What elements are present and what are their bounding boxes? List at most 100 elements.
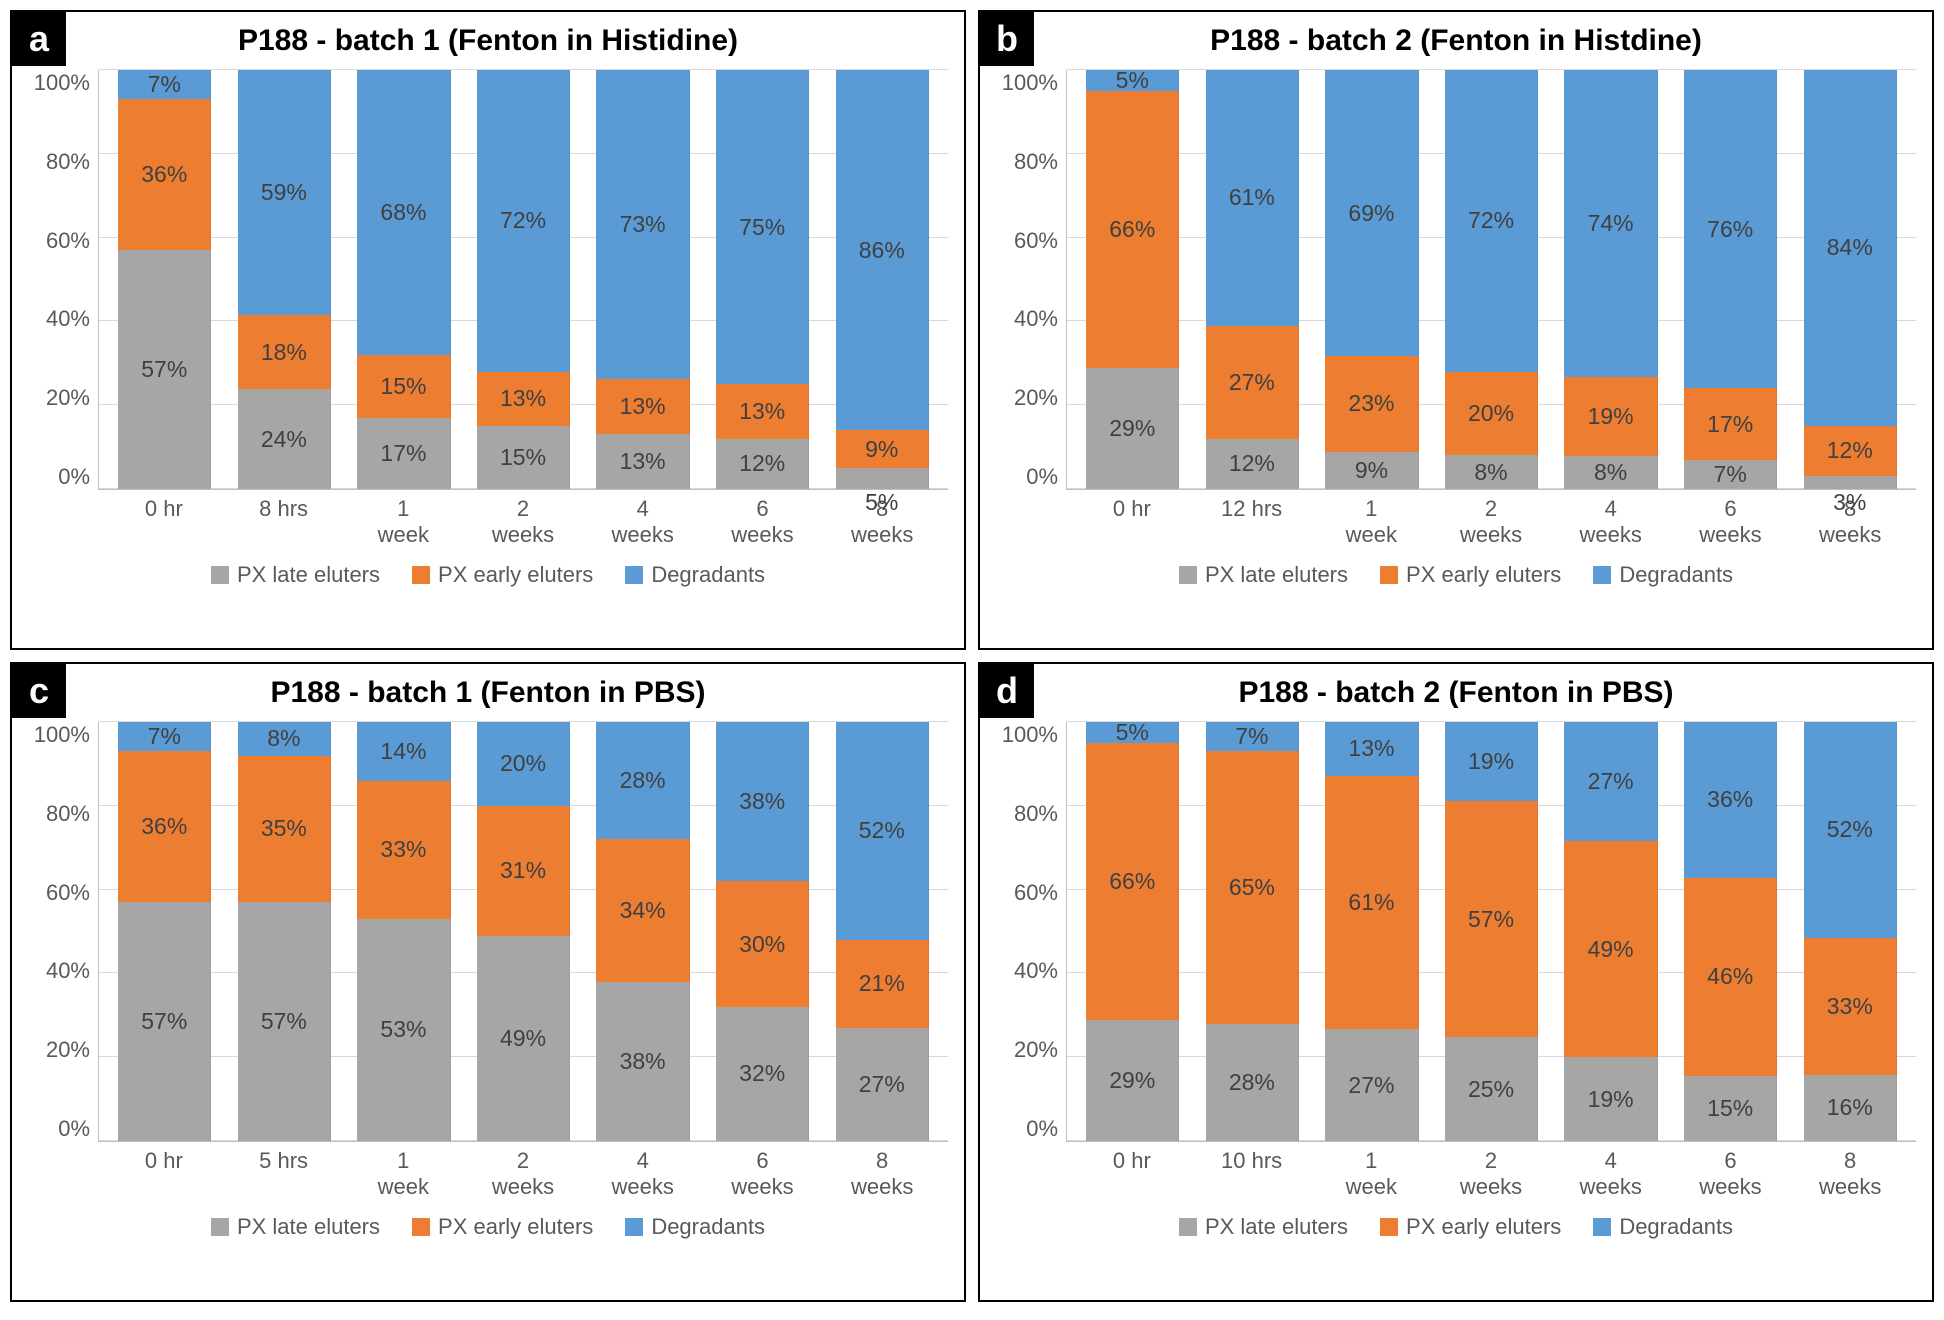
x-tick-label: 1week (1311, 496, 1431, 552)
x-tick-label: 8 hrs (224, 496, 344, 552)
segment-late: 57% (118, 902, 211, 1141)
legend-label: PX early eluters (438, 562, 593, 588)
stacked-bar: 29%66%5% (1086, 70, 1179, 489)
legend-item-degradants: Degradants (1593, 1214, 1733, 1240)
y-tick-label: 20% (1014, 1037, 1058, 1063)
panel-b: bP188 - batch 2 (Fenton in Histdine)100%… (978, 10, 1934, 650)
stacked-bar: 3%12%84% (1804, 70, 1897, 489)
segment-late: 12% (716, 439, 809, 489)
x-axis: 0 hr8 hrs1week2weeks4weeks6weeks8weeks (98, 490, 948, 552)
stacked-bar: 8%20%72% (1445, 70, 1538, 489)
y-tick-label: 80% (46, 801, 90, 827)
x-tick-label: 4weeks (583, 1148, 703, 1204)
segment-degradants: 59% (238, 70, 331, 315)
legend-label: PX early eluters (1406, 1214, 1561, 1240)
x-axis: 0 hr12 hrs1week2weeks4weeks6weeks8weeks (1066, 490, 1916, 552)
segment-late: 28% (1206, 1024, 1299, 1141)
chart-area: 100%80%60%40%20%0%29%66%5%28%65%7%27%61%… (996, 722, 1916, 1142)
legend-item-degradants: Degradants (1593, 562, 1733, 588)
x-tick-label: 2weeks (1431, 496, 1551, 552)
segment-late: 57% (238, 902, 331, 1141)
segment-degradants: 75% (716, 70, 809, 384)
bars-container: 29%66%5%12%27%61%9%23%69%8%20%72%8%19%74… (1067, 70, 1916, 489)
legend: PX late elutersPX early elutersDegradant… (28, 1214, 948, 1240)
bar-column: 27%61%13% (1312, 722, 1432, 1141)
y-tick-label: 0% (1026, 464, 1058, 490)
segment-degradants: 7% (118, 722, 211, 751)
y-tick-label: 80% (1014, 801, 1058, 827)
panel-letter: c (12, 664, 66, 718)
segment-degradants: 7% (118, 70, 211, 99)
bars-container: 29%66%5%28%65%7%27%61%13%25%57%19%19%49%… (1067, 722, 1916, 1141)
segment-early: 31% (477, 806, 570, 936)
bar-column: 15%46%36% (1671, 722, 1791, 1141)
segment-late: 29% (1086, 1020, 1179, 1142)
legend-swatch (1179, 566, 1197, 584)
bar-column: 57%36%7% (105, 722, 225, 1141)
y-tick-label: 80% (46, 149, 90, 175)
x-tick-label: 0 hr (104, 496, 224, 552)
x-tick-label: 4weeks (1551, 496, 1671, 552)
segment-late: 29% (1086, 368, 1179, 490)
segment-early: 17% (1684, 388, 1777, 459)
y-tick-label: 80% (1014, 149, 1058, 175)
segment-degradants: 20% (477, 722, 570, 806)
legend-item-degradants: Degradants (625, 562, 765, 588)
segment-late: 27% (1325, 1029, 1418, 1141)
bar-column: 5%9%86% (822, 70, 942, 489)
stacked-bar: 28%65%7% (1206, 722, 1299, 1141)
panel-title: P188 - batch 2 (Fenton in Histdine) (996, 24, 1916, 58)
segment-degradants: 5% (1086, 70, 1179, 91)
stacked-bar: 12%27%61% (1206, 70, 1299, 489)
bar-column: 8%19%74% (1551, 70, 1671, 489)
segment-degradants: 76% (1684, 70, 1777, 388)
segment-late: 3% (1804, 476, 1897, 489)
legend-item-late: PX late eluters (1179, 562, 1348, 588)
bar-column: 28%65%7% (1193, 722, 1313, 1141)
segment-late: 25% (1445, 1037, 1538, 1141)
stacked-bar: 19%49%27% (1564, 722, 1657, 1141)
segment-late: 15% (477, 426, 570, 489)
legend-item-early: PX early eluters (412, 1214, 593, 1240)
chart-area: 100%80%60%40%20%0%57%36%7%24%18%59%17%15… (28, 70, 948, 490)
segment-early: 27% (1206, 326, 1299, 439)
y-tick-label: 60% (1014, 880, 1058, 906)
bar-column: 32%30%38% (703, 722, 823, 1141)
y-tick-label: 20% (46, 1037, 90, 1063)
y-tick-label: 60% (46, 880, 90, 906)
stacked-bar: 53%33%14% (357, 722, 450, 1141)
legend-label: Degradants (1619, 1214, 1733, 1240)
stacked-bar: 15%46%36% (1684, 722, 1777, 1141)
segment-early: 34% (596, 839, 689, 981)
segment-degradants: 5% (1086, 722, 1179, 743)
stacked-bar: 5%9%86% (836, 70, 929, 489)
segment-early: 12% (1804, 426, 1897, 477)
panel-d: dP188 - batch 2 (Fenton in PBS)100%80%60… (978, 662, 1934, 1302)
x-tick-label: 1week (343, 496, 463, 552)
segment-degradants: 74% (1564, 70, 1657, 377)
legend-label: Degradants (1619, 562, 1733, 588)
segment-early: 33% (1804, 938, 1897, 1075)
segment-degradants: 72% (1445, 70, 1538, 372)
bar-column: 27%21%52% (822, 722, 942, 1141)
x-tick-label: 5 hrs (224, 1148, 344, 1204)
segment-degradants: 84% (1804, 70, 1897, 426)
bars-container: 57%36%7%24%18%59%17%15%68%15%13%72%13%13… (99, 70, 948, 489)
stacked-bar: 24%18%59% (238, 70, 331, 489)
bar-column: 19%49%27% (1551, 722, 1671, 1141)
panel-title: P188 - batch 2 (Fenton in PBS) (996, 676, 1916, 710)
y-tick-label: 0% (1026, 1116, 1058, 1142)
panel-letter: a (12, 12, 66, 66)
legend-swatch (1380, 1218, 1398, 1236)
bar-column: 57%36%7% (105, 70, 225, 489)
bar-column: 25%57%19% (1432, 722, 1552, 1141)
segment-late: 8% (1445, 455, 1538, 489)
y-axis: 100%80%60%40%20%0% (28, 70, 98, 490)
segment-degradants: 36% (1684, 722, 1777, 878)
x-tick-label: 8weeks (822, 1148, 942, 1204)
bar-column: 13%13%73% (583, 70, 703, 489)
segment-early: 20% (1445, 372, 1538, 456)
bar-column: 29%66%5% (1073, 70, 1193, 489)
legend-swatch (1593, 566, 1611, 584)
x-tick-label: 2weeks (1431, 1148, 1551, 1204)
